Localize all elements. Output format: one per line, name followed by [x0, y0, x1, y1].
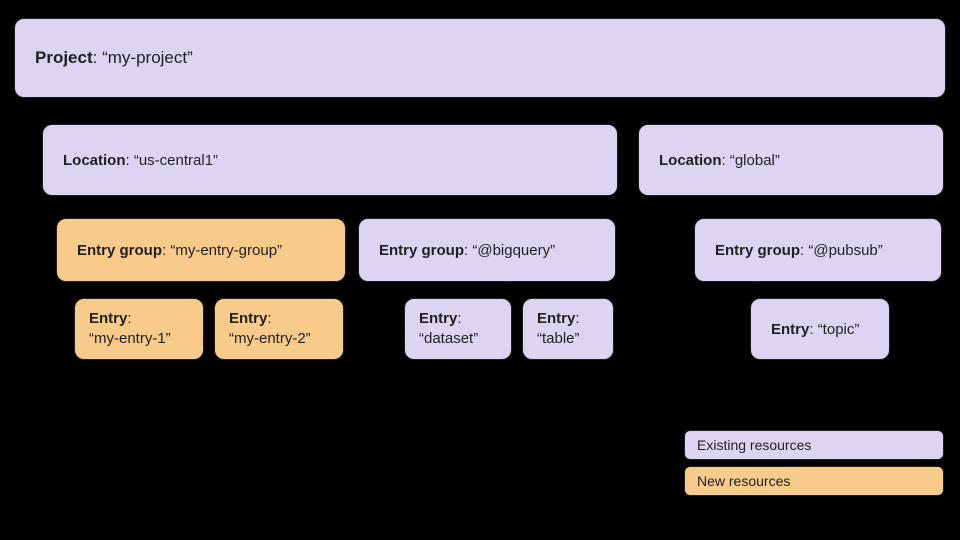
legend-new-resources: New resources — [684, 466, 944, 496]
legend-existing-resources: Existing resources — [684, 430, 944, 460]
entry-label: Entry:“table” — [537, 309, 580, 350]
entry-topic-box: Entry: “topic” — [750, 298, 890, 360]
entry-my-entry-1-box: Entry:“my-entry-1” — [74, 298, 204, 360]
location-label: Location: “global” — [659, 152, 780, 169]
entry-label: Entry: “topic” — [771, 321, 859, 338]
entry-group-my-entry-group-box: Entry group: “my-entry-group” — [56, 218, 346, 282]
legend-label: Existing resources — [697, 437, 811, 453]
entry-group-label: Entry group: “my-entry-group” — [77, 242, 282, 259]
entry-group-pubsub-box: Entry group: “@pubsub” — [694, 218, 942, 282]
entry-label: Entry:“my-entry-1” — [89, 309, 171, 350]
entry-my-entry-2-box: Entry:“my-entry-2” — [214, 298, 344, 360]
location-label: Location: “us-central1” — [63, 152, 218, 169]
entry-dataset-box: Entry:“dataset” — [404, 298, 512, 360]
entry-label: Entry:“my-entry-2” — [229, 309, 311, 350]
entry-table-box: Entry:“table” — [522, 298, 614, 360]
location-us-central1-box: Location: “us-central1” — [42, 124, 618, 196]
project-box: Project: “my-project” — [14, 18, 946, 98]
entry-group-bigquery-box: Entry group: “@bigquery” — [358, 218, 616, 282]
project-label: Project: “my-project” — [35, 48, 193, 68]
entry-group-label: Entry group: “@bigquery” — [379, 242, 555, 259]
entry-group-label: Entry group: “@pubsub” — [715, 242, 883, 259]
location-global-box: Location: “global” — [638, 124, 944, 196]
legend-label: New resources — [697, 473, 790, 489]
entry-label: Entry:“dataset” — [419, 309, 478, 350]
